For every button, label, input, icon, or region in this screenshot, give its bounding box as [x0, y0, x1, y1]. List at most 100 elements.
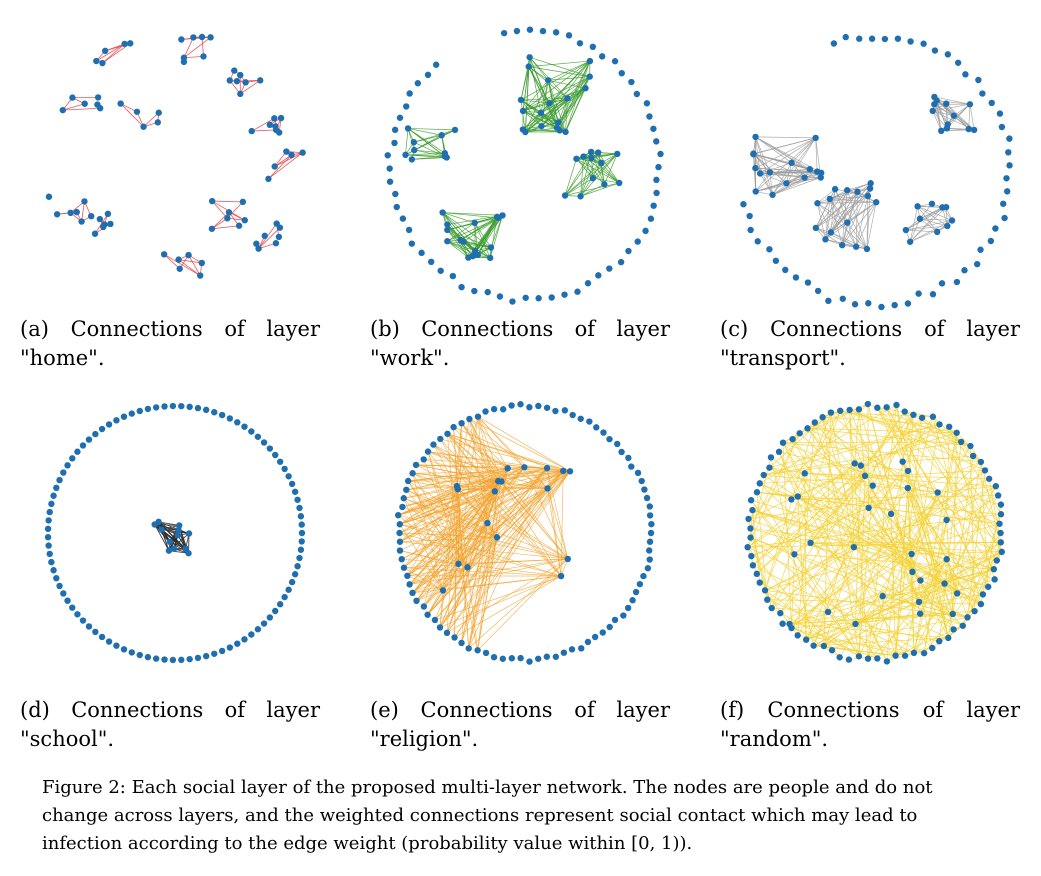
node — [436, 624, 444, 631]
edge — [772, 172, 822, 196]
node — [894, 35, 902, 42]
node — [788, 496, 795, 503]
node — [945, 634, 952, 642]
node — [594, 149, 602, 156]
edge — [458, 563, 562, 577]
node — [568, 646, 576, 653]
node — [444, 238, 451, 245]
edge — [251, 129, 277, 132]
node — [553, 124, 561, 132]
edge — [477, 215, 503, 256]
node — [237, 71, 244, 79]
node — [618, 448, 625, 456]
node — [647, 529, 655, 537]
edge — [447, 240, 476, 252]
node — [962, 71, 969, 78]
edge — [399, 470, 564, 543]
node — [424, 71, 432, 79]
node — [406, 581, 413, 588]
node — [92, 430, 99, 438]
network-home — [45, 33, 306, 279]
edge — [827, 519, 947, 613]
caption-school: (d) Connections of layer "school". — [20, 698, 320, 751]
node — [465, 645, 472, 652]
node — [562, 128, 569, 136]
node — [915, 598, 923, 606]
edge — [405, 128, 409, 155]
edge — [102, 43, 125, 64]
node — [827, 229, 835, 236]
edge — [409, 563, 459, 585]
node — [593, 424, 600, 431]
node — [521, 464, 528, 471]
edge — [580, 182, 620, 197]
edge — [789, 613, 953, 625]
node — [198, 33, 206, 41]
node — [646, 503, 653, 510]
node — [277, 114, 285, 122]
edge — [467, 481, 499, 568]
edge — [474, 222, 492, 248]
edge — [750, 537, 963, 627]
node — [812, 224, 820, 232]
edge — [829, 198, 848, 223]
node — [185, 251, 192, 259]
edge — [970, 446, 975, 612]
node — [74, 448, 81, 455]
node — [620, 612, 627, 619]
node — [64, 597, 71, 604]
edge — [747, 433, 801, 548]
edge — [524, 467, 569, 560]
edge — [477, 537, 498, 651]
node — [846, 406, 853, 414]
edge — [105, 43, 125, 52]
node — [94, 94, 102, 101]
edge — [433, 444, 502, 482]
node — [64, 462, 71, 469]
edge — [547, 80, 566, 132]
node — [411, 146, 418, 154]
edge — [779, 475, 866, 614]
edge — [886, 652, 915, 662]
node — [457, 236, 464, 244]
node — [861, 472, 869, 480]
edge — [274, 152, 303, 167]
edge — [461, 422, 502, 482]
node — [874, 404, 881, 411]
node — [920, 40, 927, 47]
node — [281, 593, 288, 601]
node — [120, 413, 128, 420]
edge — [405, 154, 445, 157]
node — [471, 219, 478, 227]
node — [152, 404, 160, 411]
edge — [911, 551, 1002, 555]
edge — [439, 471, 571, 628]
edge — [406, 466, 525, 491]
edge — [813, 611, 829, 646]
edge — [477, 217, 499, 256]
node — [779, 439, 787, 446]
edge — [855, 583, 945, 625]
node — [291, 571, 299, 578]
node — [248, 428, 255, 435]
edge — [403, 485, 458, 499]
node — [414, 80, 422, 87]
edge — [847, 201, 877, 223]
node — [752, 164, 759, 172]
node — [439, 209, 446, 216]
node — [265, 175, 272, 183]
edge — [423, 459, 502, 482]
node — [906, 238, 914, 245]
edge — [750, 457, 772, 538]
edge — [458, 468, 509, 564]
node — [73, 208, 80, 216]
edge — [905, 220, 953, 231]
node — [224, 215, 231, 222]
edge — [849, 409, 982, 463]
edge — [815, 188, 836, 229]
edge — [823, 492, 938, 647]
node — [160, 251, 168, 258]
edge — [407, 128, 446, 157]
edge — [932, 416, 982, 605]
node — [526, 404, 533, 411]
